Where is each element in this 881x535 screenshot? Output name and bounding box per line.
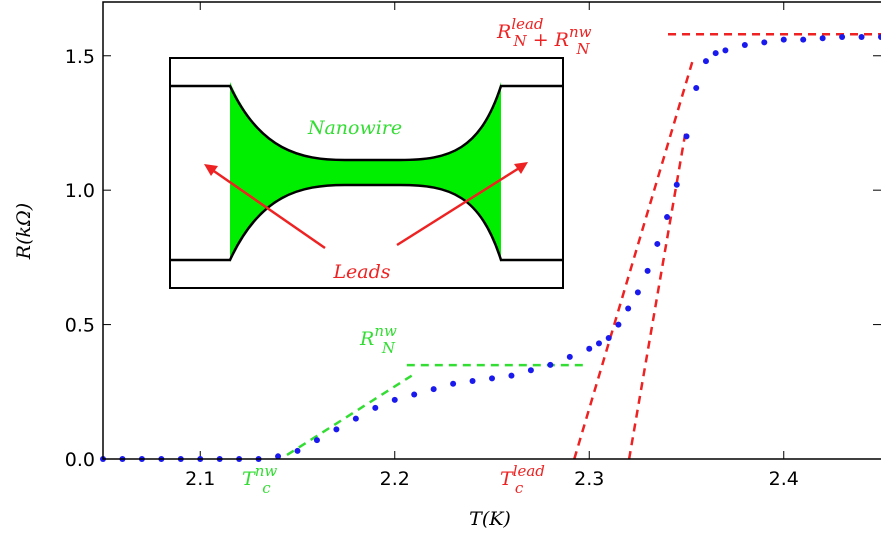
x-axis-label: T(K) xyxy=(469,508,511,530)
annotation-text: R xyxy=(554,29,569,51)
annotation-text: R xyxy=(359,328,374,350)
annotation-sub: N xyxy=(381,339,396,357)
wire-bottom-edge xyxy=(170,183,563,262)
data-point xyxy=(654,240,661,247)
wire-top-edge xyxy=(170,84,563,162)
annotation-text: T xyxy=(500,468,514,490)
x-tick-label: 2.1 xyxy=(185,468,215,490)
data-point xyxy=(693,85,700,92)
data-point xyxy=(878,33,881,40)
data-point xyxy=(333,426,340,433)
annotation-sub: N xyxy=(513,32,528,50)
data-point xyxy=(683,133,690,140)
data-point xyxy=(605,335,612,342)
nanowire-fill xyxy=(230,82,501,262)
data-point xyxy=(547,361,554,368)
data-point xyxy=(566,353,573,360)
data-point xyxy=(352,415,359,422)
annotation-sup: lead xyxy=(511,15,543,33)
inset: Nanowire Leads xyxy=(169,57,564,289)
data-point xyxy=(722,47,729,54)
data-point xyxy=(673,181,680,188)
data-point xyxy=(800,36,807,43)
annotation-sub: N xyxy=(575,40,590,58)
data-point xyxy=(595,340,602,347)
inset-label: Leads xyxy=(332,261,390,283)
annotation-sub: c xyxy=(262,479,271,497)
y-tick-label: 0.0 xyxy=(65,449,95,471)
annotation-sup: lead xyxy=(513,462,545,480)
data-point xyxy=(450,380,457,387)
x-tick-label: 2.2 xyxy=(380,468,410,490)
data-point xyxy=(664,214,671,221)
data-point xyxy=(625,305,632,312)
data-point xyxy=(391,396,398,403)
x-tick-label: 2.4 xyxy=(769,468,799,490)
inset-label: Nanowire xyxy=(307,117,402,139)
data-point xyxy=(411,391,418,398)
data-point xyxy=(527,367,534,374)
data-point xyxy=(275,453,282,460)
axes-frame xyxy=(102,1,881,460)
y-axis-label: R(kΩ) xyxy=(13,203,35,260)
data-point xyxy=(702,58,709,65)
arrow-head xyxy=(514,162,528,174)
annotation-sup: nw xyxy=(569,23,592,41)
data-point xyxy=(586,345,593,352)
annotation: Tlead c xyxy=(500,462,545,497)
annotation-sup: nw xyxy=(374,322,397,340)
data-point xyxy=(372,404,379,411)
annotation-sup: nw xyxy=(255,462,278,480)
data-point xyxy=(469,378,476,385)
data-point xyxy=(508,372,515,379)
data-point xyxy=(780,36,787,43)
data-point xyxy=(712,50,719,57)
data-point xyxy=(761,39,768,46)
data-point xyxy=(634,289,641,296)
annotation-text: R xyxy=(496,21,511,43)
data-point xyxy=(839,33,846,40)
data-point xyxy=(644,267,651,274)
y-tick-label: 0.5 xyxy=(65,315,95,337)
data-point xyxy=(819,35,826,42)
annotation-text: + xyxy=(527,29,555,51)
data-point xyxy=(489,375,495,382)
annotation-text: T xyxy=(242,468,256,490)
data-point xyxy=(615,321,622,328)
y-tick-label: 1.5 xyxy=(65,46,95,68)
x-tick-label: 2.3 xyxy=(574,468,604,490)
annotation-sub: c xyxy=(515,479,524,497)
arrow xyxy=(207,165,326,250)
data-point xyxy=(294,447,301,454)
y-tick-label: 1.0 xyxy=(65,180,95,202)
data-point xyxy=(313,437,320,444)
plot-area xyxy=(100,1,881,462)
data-point xyxy=(858,33,865,40)
data-point xyxy=(430,386,437,393)
arrow xyxy=(396,163,525,247)
fit-line xyxy=(286,374,413,457)
annotation: Tnw c xyxy=(242,462,277,497)
annotation: Rlead N + Rnw N xyxy=(496,15,592,58)
arrow-head xyxy=(204,164,218,176)
data-point xyxy=(741,42,748,49)
annotation: Rnw N xyxy=(359,322,397,357)
